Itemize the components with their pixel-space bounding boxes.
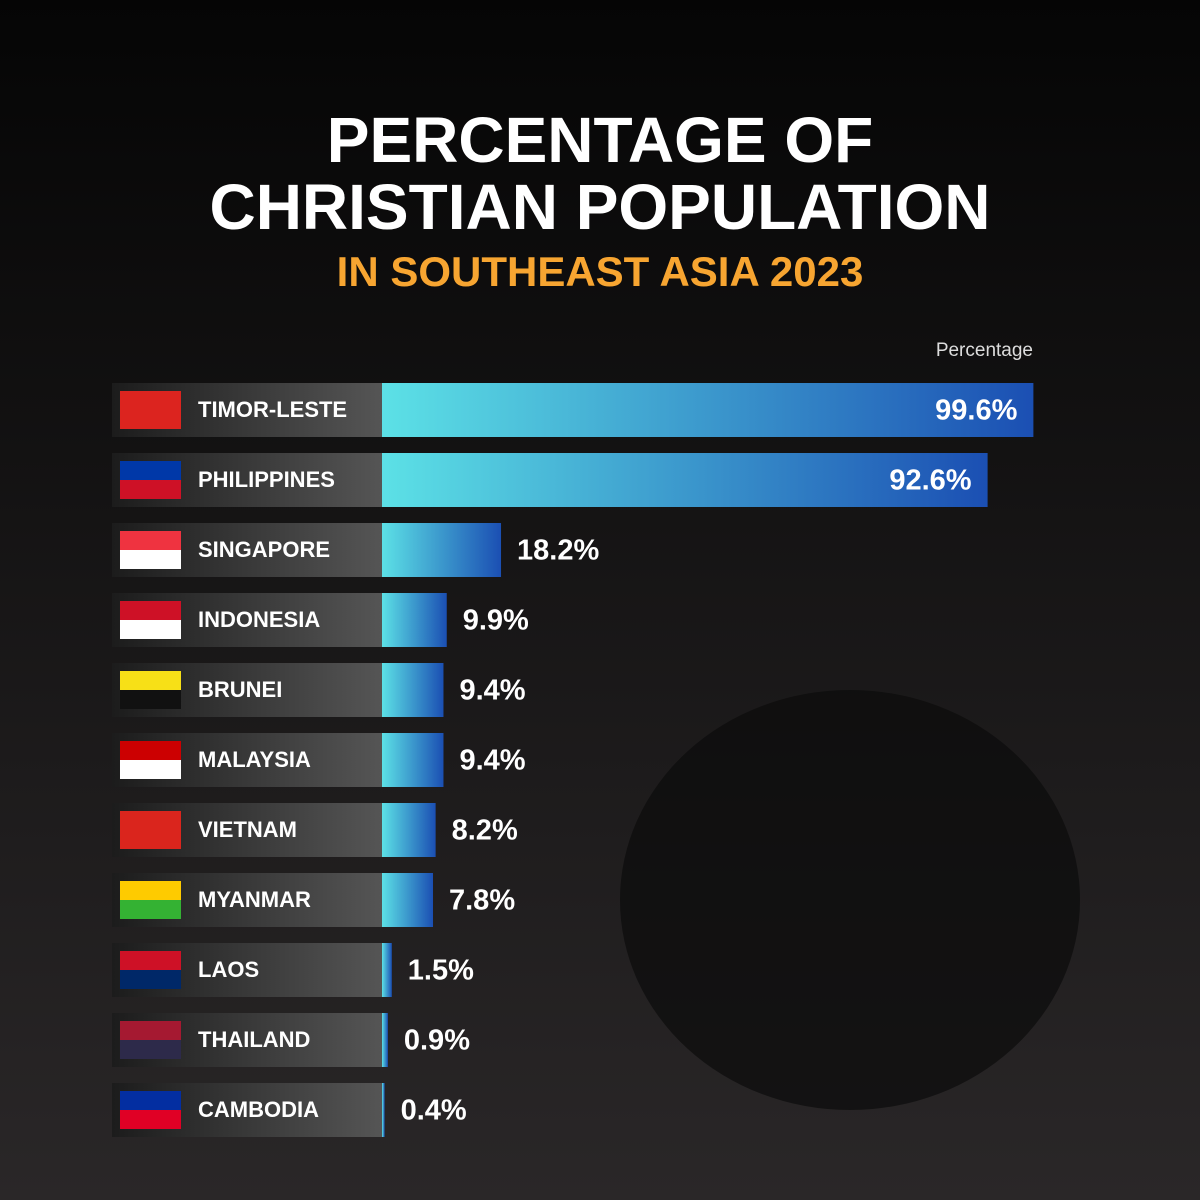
bar: [382, 1083, 385, 1137]
value-label: 99.6%: [935, 395, 1017, 427]
value-label: 18.2%: [517, 535, 599, 567]
bar: [382, 523, 502, 577]
flag: [120, 811, 181, 830]
flag: [120, 951, 181, 970]
value-label: 8.2%: [452, 815, 518, 847]
bar: [382, 593, 447, 647]
value-label: 1.5%: [408, 955, 474, 987]
flag: [120, 620, 181, 639]
bar: [382, 873, 434, 927]
category-label: MALAYSIA: [198, 747, 311, 772]
flag: [120, 1040, 181, 1059]
photo-silhouette: [620, 690, 1080, 1110]
value-label: 0.9%: [404, 1025, 470, 1057]
bar: [382, 733, 444, 787]
flag: [120, 531, 181, 550]
category-label: INDONESIA: [198, 607, 320, 632]
category-label: CAMBODIA: [198, 1097, 319, 1122]
chart-title: PERCENTAGE OF: [327, 104, 873, 176]
flag: [120, 550, 181, 569]
chart-title: CHRISTIAN POPULATION: [209, 171, 990, 243]
bar: [382, 663, 444, 717]
category-label: TIMOR-LESTE: [198, 397, 347, 422]
category-label: VIETNAM: [198, 817, 297, 842]
flag: [120, 741, 181, 760]
value-label: 92.6%: [889, 465, 971, 497]
flag: [120, 391, 181, 410]
value-label: 9.4%: [459, 745, 525, 777]
category-label: LAOS: [198, 957, 259, 982]
flag: [120, 1021, 181, 1040]
category-label: SINGAPORE: [198, 537, 330, 562]
flag: [120, 480, 181, 499]
flag: [120, 1091, 181, 1110]
flag: [120, 671, 181, 690]
chart-subtitle: IN SOUTHEAST ASIA 2023: [337, 248, 864, 295]
value-label: 9.4%: [459, 675, 525, 707]
flag: [120, 410, 181, 429]
flag: [120, 881, 181, 900]
flag: [120, 690, 181, 709]
category-label: THAILAND: [198, 1027, 310, 1052]
bar: [382, 1013, 388, 1067]
bar: [382, 943, 392, 997]
flag: [120, 760, 181, 779]
flag: [120, 1110, 181, 1129]
axis-label: Percentage: [936, 340, 1033, 361]
category-label: BRUNEI: [198, 677, 282, 702]
flag: [120, 970, 181, 989]
flag: [120, 461, 181, 480]
flag: [120, 900, 181, 919]
bar: [382, 383, 1034, 437]
value-label: 7.8%: [449, 885, 515, 917]
category-label: PHILIPPINES: [198, 467, 335, 492]
category-label: MYANMAR: [198, 887, 311, 912]
bar: [382, 803, 436, 857]
flag: [120, 830, 181, 849]
value-label: 0.4%: [401, 1095, 467, 1127]
flag: [120, 601, 181, 620]
bar: [382, 453, 988, 507]
value-label: 9.9%: [463, 605, 529, 637]
